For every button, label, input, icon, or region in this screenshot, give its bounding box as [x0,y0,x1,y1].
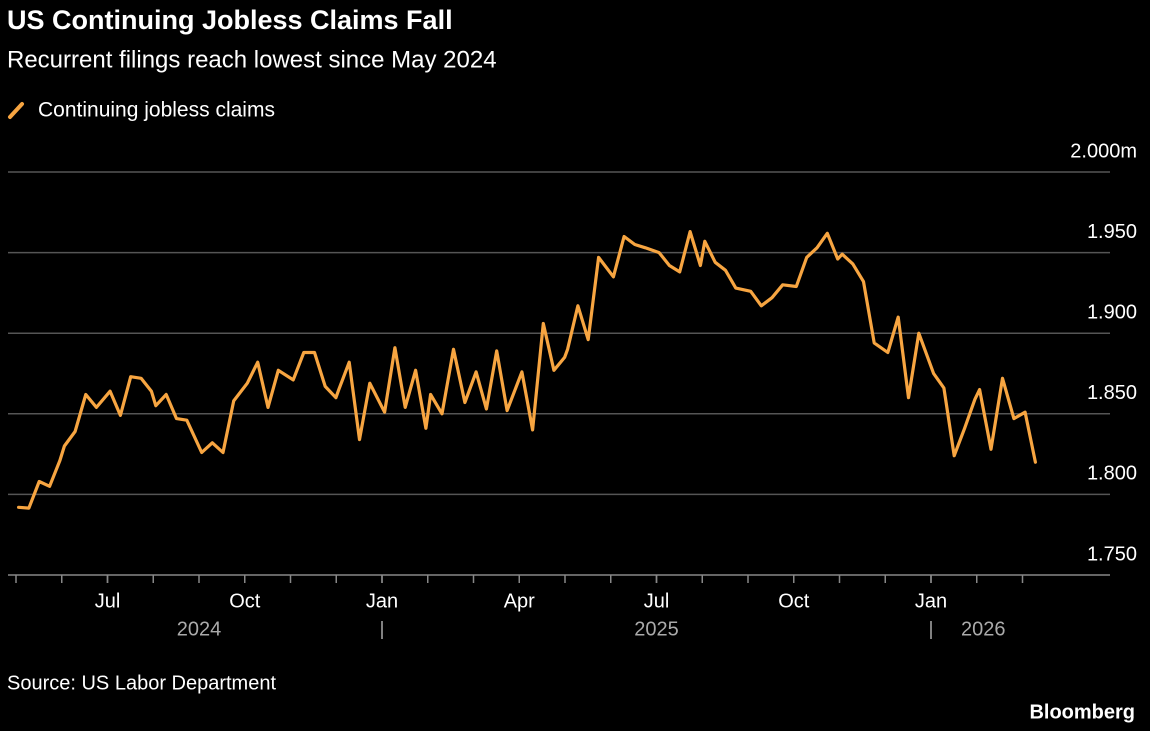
source: Source: US Labor Department [7,672,276,694]
x-tick-label: Jul [644,590,670,612]
data-line [17,230,1037,510]
y-tick-label: 2.000m [1070,140,1137,162]
x-year-label: 2024 [177,618,222,640]
x-tick-label: Jan [915,590,947,612]
chart-subtitle: Recurrent filings reach lowest since May… [7,46,497,73]
y-tick-label: 1.850 [1087,382,1137,404]
y-tick-label: 1.800 [1087,463,1137,485]
x-tick-label: Jul [95,590,121,612]
y-tick-label: 1.950 [1087,221,1137,243]
legend-icon [8,102,24,119]
y-tick-label: 1.900 [1087,301,1137,323]
x-tick-label: Oct [778,590,810,612]
y-tick-label: 1.750 [1087,543,1137,565]
x-year-label: 2025 [634,618,679,640]
legend-label: Continuing jobless claims [38,99,275,122]
x-tick-label: Jan [366,590,398,612]
brand: Bloomberg [1029,701,1135,723]
chart-title: US Continuing Jobless Claims Fall [7,5,453,35]
x-tick-label: Oct [229,590,261,612]
x-tick-label: Apr [504,590,535,612]
x-year-label: 2026 [961,618,1006,640]
